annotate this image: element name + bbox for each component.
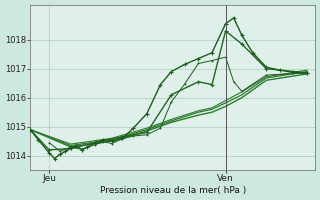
X-axis label: Pression niveau de la mer( hPa ): Pression niveau de la mer( hPa ): [100, 186, 246, 195]
